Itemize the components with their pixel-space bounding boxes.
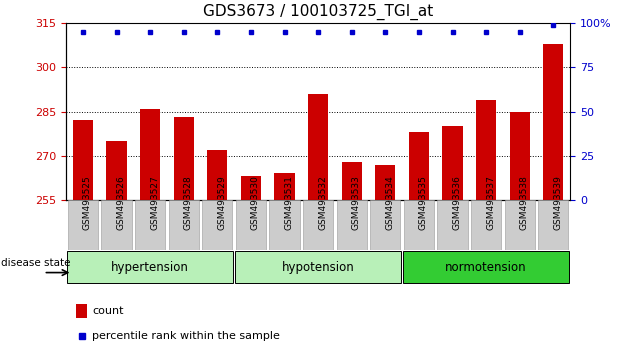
Text: GSM493534: GSM493534: [386, 175, 394, 230]
Text: hypotension: hypotension: [282, 261, 355, 274]
Bar: [275, 173, 295, 200]
Text: GSM493527: GSM493527: [150, 175, 159, 230]
Bar: [174, 118, 194, 200]
Text: GSM493526: GSM493526: [117, 175, 125, 230]
FancyBboxPatch shape: [236, 200, 266, 250]
Bar: [476, 100, 496, 200]
FancyBboxPatch shape: [404, 200, 434, 250]
FancyBboxPatch shape: [169, 200, 199, 250]
Text: percentile rank within the sample: percentile rank within the sample: [93, 331, 280, 341]
Text: GSM493535: GSM493535: [419, 175, 428, 230]
Text: GSM493529: GSM493529: [217, 175, 226, 230]
Bar: [409, 132, 429, 200]
FancyBboxPatch shape: [471, 200, 501, 250]
Text: GSM493533: GSM493533: [352, 175, 361, 230]
Text: GSM493536: GSM493536: [452, 175, 462, 230]
FancyBboxPatch shape: [336, 200, 367, 250]
FancyBboxPatch shape: [303, 200, 333, 250]
Bar: [510, 112, 530, 200]
FancyBboxPatch shape: [67, 251, 234, 283]
Text: GSM493539: GSM493539: [553, 175, 563, 230]
Text: GSM493528: GSM493528: [184, 175, 193, 230]
FancyBboxPatch shape: [235, 251, 401, 283]
Title: GDS3673 / 100103725_TGI_at: GDS3673 / 100103725_TGI_at: [203, 4, 433, 20]
Text: GSM493538: GSM493538: [520, 175, 529, 230]
Text: hypertension: hypertension: [112, 261, 189, 274]
Bar: [73, 120, 93, 200]
FancyBboxPatch shape: [437, 200, 467, 250]
Text: disease state: disease state: [1, 258, 71, 268]
FancyBboxPatch shape: [505, 200, 535, 250]
Text: GSM493525: GSM493525: [83, 175, 92, 230]
Bar: [341, 162, 362, 200]
Bar: [207, 150, 227, 200]
FancyBboxPatch shape: [101, 200, 132, 250]
Text: normotension: normotension: [445, 261, 527, 274]
Bar: [442, 126, 462, 200]
Bar: [140, 109, 160, 200]
FancyBboxPatch shape: [68, 200, 98, 250]
Text: GSM493531: GSM493531: [285, 175, 294, 230]
Text: GSM493532: GSM493532: [318, 175, 327, 230]
Bar: [308, 94, 328, 200]
Text: count: count: [93, 306, 124, 316]
FancyBboxPatch shape: [202, 200, 232, 250]
FancyBboxPatch shape: [270, 200, 300, 250]
FancyBboxPatch shape: [538, 200, 568, 250]
FancyBboxPatch shape: [403, 251, 570, 283]
Bar: [76, 304, 88, 318]
FancyBboxPatch shape: [370, 200, 401, 250]
Text: GSM493530: GSM493530: [251, 175, 260, 230]
Bar: [543, 44, 563, 200]
Text: GSM493537: GSM493537: [486, 175, 495, 230]
FancyBboxPatch shape: [135, 200, 165, 250]
Bar: [106, 141, 127, 200]
Bar: [241, 176, 261, 200]
Bar: [375, 165, 396, 200]
